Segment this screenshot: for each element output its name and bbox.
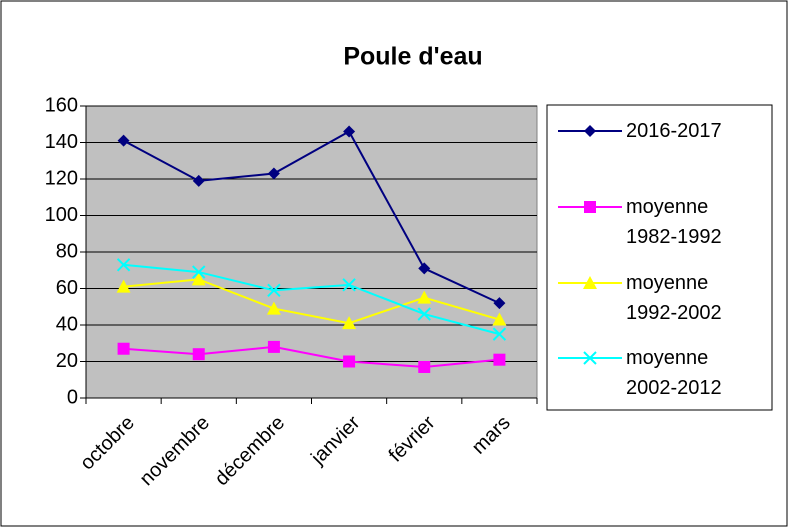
marker (583, 351, 597, 365)
legend-label: moyenne 1992-2002 (626, 272, 722, 324)
marker (492, 327, 507, 341)
marker (584, 125, 596, 137)
marker (418, 360, 431, 373)
marker (584, 201, 596, 213)
marker (342, 278, 356, 292)
marker (267, 340, 280, 353)
marker (267, 167, 280, 180)
y-tick-label: 100 (45, 204, 78, 226)
chart-title: Poule d'eau (343, 43, 482, 71)
legend-marker (583, 276, 597, 289)
y-tick-label: 160 (45, 94, 78, 116)
marker (493, 297, 506, 310)
marker (418, 262, 431, 275)
marker (192, 265, 206, 279)
y-tick-label: 0 (67, 386, 78, 408)
marker (417, 290, 432, 304)
marker (117, 134, 130, 147)
y-tick-label: 60 (56, 277, 78, 299)
marker (343, 125, 356, 138)
series-line (123, 130, 500, 305)
legend-marker (584, 201, 596, 213)
y-tick-label: 120 (45, 167, 78, 189)
marker (417, 307, 431, 321)
legend-label: 2016-2017 (626, 120, 722, 142)
marker (191, 272, 206, 286)
marker (493, 353, 506, 366)
marker (117, 342, 130, 355)
marker (266, 301, 281, 315)
y-tick-label: 20 (56, 350, 78, 372)
marker (116, 258, 131, 272)
y-tick-label: 140 (45, 131, 78, 153)
series-line (123, 345, 500, 368)
series-line (123, 278, 500, 325)
marker (192, 348, 205, 361)
y-tick-label: 40 (56, 313, 78, 335)
legend-label: moyenne 1982-1992 (626, 196, 722, 248)
marker (116, 279, 131, 293)
marker (583, 276, 597, 289)
marker (492, 312, 507, 326)
y-tick-label: 80 (56, 240, 78, 262)
marker (267, 283, 281, 298)
legend-marker (584, 125, 596, 137)
marker (342, 316, 357, 330)
marker (343, 355, 356, 368)
legend-box (546, 104, 773, 411)
legend-label: moyenne 2002-2012 (626, 347, 722, 399)
series-line (123, 263, 500, 336)
marker (192, 174, 205, 187)
legend-marker (583, 351, 597, 365)
